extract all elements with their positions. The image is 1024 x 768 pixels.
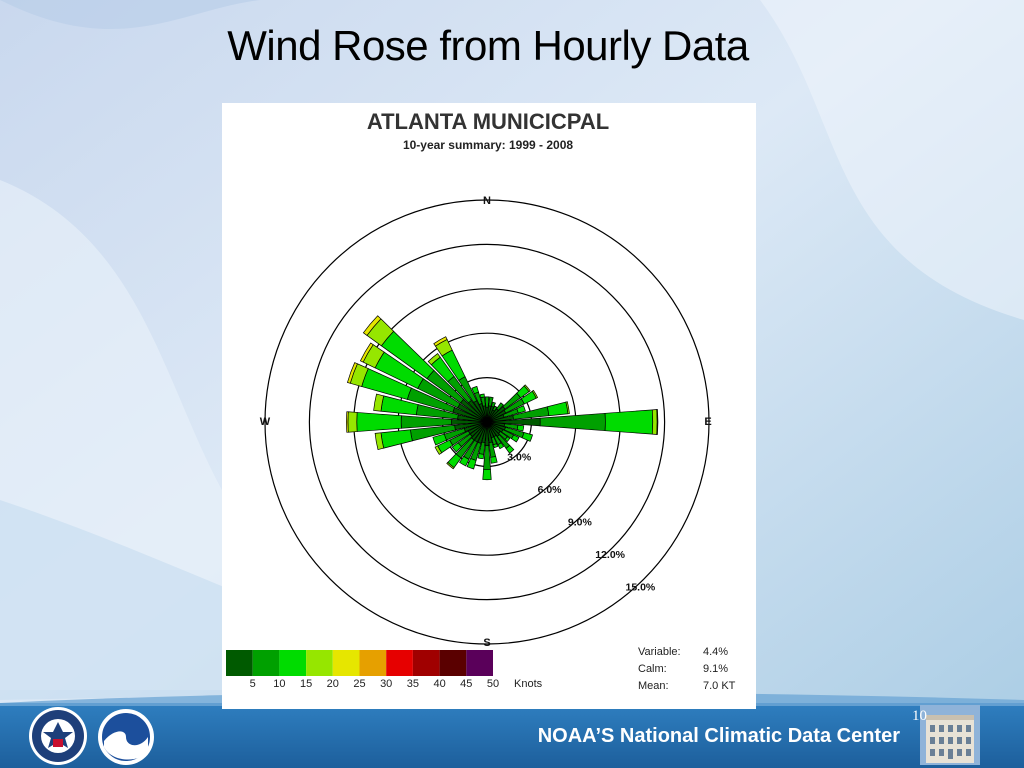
stat-value: 9.1% <box>703 663 728 675</box>
legend-color-swatch <box>226 650 253 676</box>
wind-petals <box>346 315 659 481</box>
stat-label: Mean: <box>638 680 669 692</box>
legend-tick-label: 10 <box>273 678 285 690</box>
wind-petal-segment <box>466 457 477 470</box>
wind-petal-segment <box>471 385 479 395</box>
legend-color-swatch <box>386 650 413 676</box>
stat-value: 7.0 KT <box>703 680 736 692</box>
wind-petal-segment <box>504 436 511 443</box>
legend-color-swatch <box>279 650 307 676</box>
wind-petal-segment <box>362 315 382 336</box>
legend-tick-label: 25 <box>353 678 365 690</box>
ring-label: 6.0% <box>538 484 563 496</box>
ring-label: 12.0% <box>595 549 625 561</box>
wind-petal-segment <box>516 405 526 414</box>
wind-petal-segment <box>656 409 659 435</box>
slide-title: Wind Rose from Hourly Data <box>227 22 749 69</box>
wind-petal-segment <box>451 442 463 453</box>
wind-petal-segment <box>446 461 455 470</box>
legend-color-swatch <box>359 650 387 676</box>
wind-petal-segment <box>492 405 498 412</box>
department-of-commerce-seal-icon <box>29 707 87 765</box>
compass-label-east: E <box>704 416 711 428</box>
wind-petal-segment <box>347 411 358 433</box>
legend-tick-label: 35 <box>407 678 419 690</box>
compass-label-north: N <box>483 195 491 207</box>
wind-petal-segment <box>477 453 485 460</box>
wind-petal-segment <box>459 455 470 467</box>
wind-petal-segment <box>479 393 485 399</box>
speed-legend: 5 10 15 20 25 30 35 40 45 50 <box>226 650 499 690</box>
ring-labels: 3.0% 6.0% 9.0% 12.0% 15.0% <box>507 451 656 593</box>
legend-color-swatch <box>466 650 493 676</box>
legend-tick-label: 30 <box>380 678 392 690</box>
chart-subtitle: 10-year summary: 1999 - 2008 <box>403 138 573 152</box>
summary-stats: Variable: 4.4% Calm: 9.1% Mean: 7.0 KT <box>638 646 736 692</box>
legend-tick-label: 5 <box>250 678 256 690</box>
stat-label: Variable: <box>638 646 681 658</box>
wind-petal-segment <box>651 409 658 435</box>
wind-petal-segment <box>434 445 443 455</box>
wind-petal-segment <box>347 362 358 384</box>
wind-petal-segment <box>521 432 534 442</box>
wind-petal-segment <box>380 429 413 449</box>
footer-organization: NOAA’S National Climatic Data Center <box>537 725 900 747</box>
wind-petal-segment <box>523 384 531 393</box>
wind-petal-segment <box>433 336 448 347</box>
wind-petal-segment <box>546 401 569 417</box>
range-ring <box>264 199 710 645</box>
stat-value: 4.4% <box>703 646 728 658</box>
legend-color-swatch <box>412 650 440 676</box>
wind-petal-segment <box>604 409 654 435</box>
legend-color-swatch <box>439 650 467 676</box>
legend-color-swatch <box>252 650 280 676</box>
wind-petal-segment <box>496 402 505 411</box>
noaa-logo-icon <box>98 709 154 765</box>
wind-petal-segment <box>482 468 492 481</box>
page-number: 10 <box>912 708 927 724</box>
wind-petal-segment <box>510 434 520 443</box>
compass-label-south: S <box>483 637 490 649</box>
wind-petal-segment <box>491 401 496 408</box>
legend-color-swatch <box>306 650 333 676</box>
legend-units-label: Knots <box>514 678 543 690</box>
wind-petal-segment <box>484 396 490 408</box>
wind-petal-segment <box>374 432 385 451</box>
wind-petal-segment <box>516 424 525 432</box>
compass-label-west: W <box>260 416 271 428</box>
wind-rose-panel: ATLANTA MUNICICPAL 10-year summary: 1999… <box>222 103 756 709</box>
wind-petal-segment <box>531 389 539 399</box>
legend-color-swatch <box>332 650 360 676</box>
legend-tick-label: 15 <box>300 678 312 690</box>
legend-tick-label: 20 <box>327 678 339 690</box>
wind-petal-segment <box>356 412 402 432</box>
range-ring <box>308 243 666 601</box>
wind-petal-segment <box>346 411 349 433</box>
wind-petal-segment <box>493 443 499 449</box>
legend-tick-label: 40 <box>433 678 445 690</box>
wind-petal-segment <box>359 342 374 363</box>
wind-petal-segment <box>505 444 515 454</box>
wind-petal-segment <box>488 396 494 407</box>
legend-tick-label: 45 <box>460 678 472 690</box>
ring-label: 3.0% <box>507 451 532 463</box>
stat-label: Calm: <box>638 663 667 675</box>
wind-petal-segment <box>427 353 441 366</box>
chart-title: ATLANTA MUNICICPAL <box>367 109 609 134</box>
wind-petal-segment <box>373 393 385 412</box>
wind-petal-segment <box>432 433 447 446</box>
ring-label: 15.0% <box>626 581 656 593</box>
wind-petal-segment <box>497 442 505 450</box>
ring-label: 9.0% <box>568 516 593 528</box>
legend-tick-label: 50 <box>487 678 499 690</box>
wind-petal-segment <box>565 401 570 415</box>
wind-petal-segment <box>490 456 498 464</box>
wind-rose-chart: ATLANTA MUNICICPAL 10-year summary: 1999… <box>226 109 736 692</box>
ncdc-building-photo <box>920 705 980 765</box>
